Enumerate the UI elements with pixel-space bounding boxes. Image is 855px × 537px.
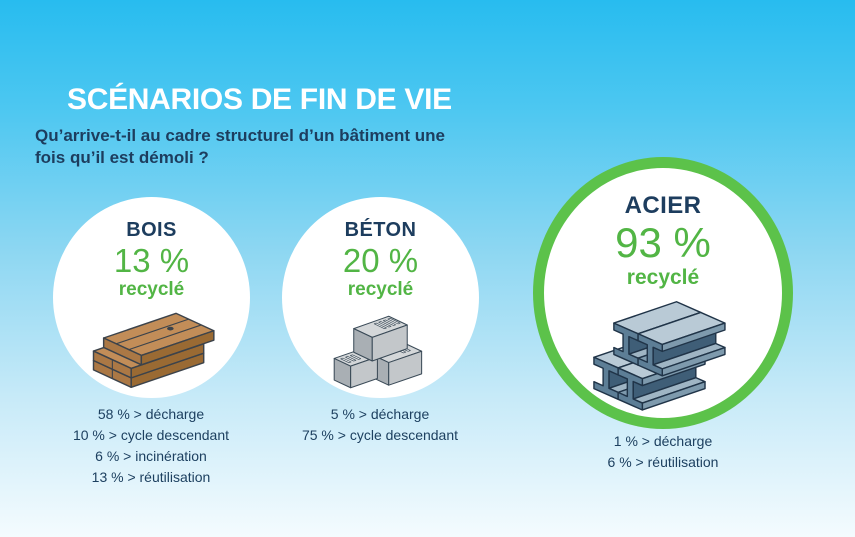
breakdown-line: 6 % > incinération (95, 448, 207, 464)
material-name-label: ACIER (624, 192, 702, 219)
page-title: SCÉNARIOS DE FIN DE VIE (67, 83, 452, 116)
breakdown-list-beton: 5 % > décharge 75 % > cycle descendant (260, 404, 500, 446)
recycled-label: recyclé (118, 279, 185, 300)
material-name-label: BOIS (126, 219, 177, 241)
breakdown-line: 1 % > décharge (613, 433, 713, 449)
material-name-label: BÉTON (344, 219, 417, 241)
breakdown-line: 6 % > réutilisation (607, 454, 719, 470)
material-card-beton: BÉTON 20 % recyclé (282, 197, 479, 398)
breakdown-list-bois: 58 % > décharge 10 % > cycle descendant … (31, 404, 271, 488)
steel-beams-icon (574, 293, 752, 423)
subtitle-line-1: Qu’arrive-t-il au cadre structurel d’un … (35, 126, 445, 145)
breakdown-list-acier: 1 % > décharge 6 % > réutilisation (543, 431, 783, 473)
recycled-percentage: 93 % (615, 219, 711, 266)
breakdown-line: 58 % > décharge (97, 406, 205, 422)
subtitle-line-2: fois qu’il est démoli ? (35, 148, 209, 167)
recycled-label: recyclé (626, 266, 700, 289)
breakdown-line: 10 % > cycle descendant (72, 427, 230, 443)
concrete-blocks-icon (327, 309, 435, 399)
material-card-bois: BOIS 13 % recyclé (53, 197, 250, 398)
breakdown-line: 75 % > cycle descendant (301, 427, 459, 443)
page-subtitle: Qu’arrive-t-il au cadre structurel d’un … (35, 125, 515, 169)
material-card-acier: ACIER 93 % recyclé (533, 157, 793, 429)
recycled-percentage: 20 % (342, 242, 419, 279)
recycled-percentage: 13 % (113, 242, 190, 279)
recycled-label: recyclé (347, 279, 414, 300)
wood-planks-icon (79, 309, 224, 401)
breakdown-line: 13 % > réutilisation (91, 469, 211, 485)
breakdown-line: 5 % > décharge (330, 406, 430, 422)
